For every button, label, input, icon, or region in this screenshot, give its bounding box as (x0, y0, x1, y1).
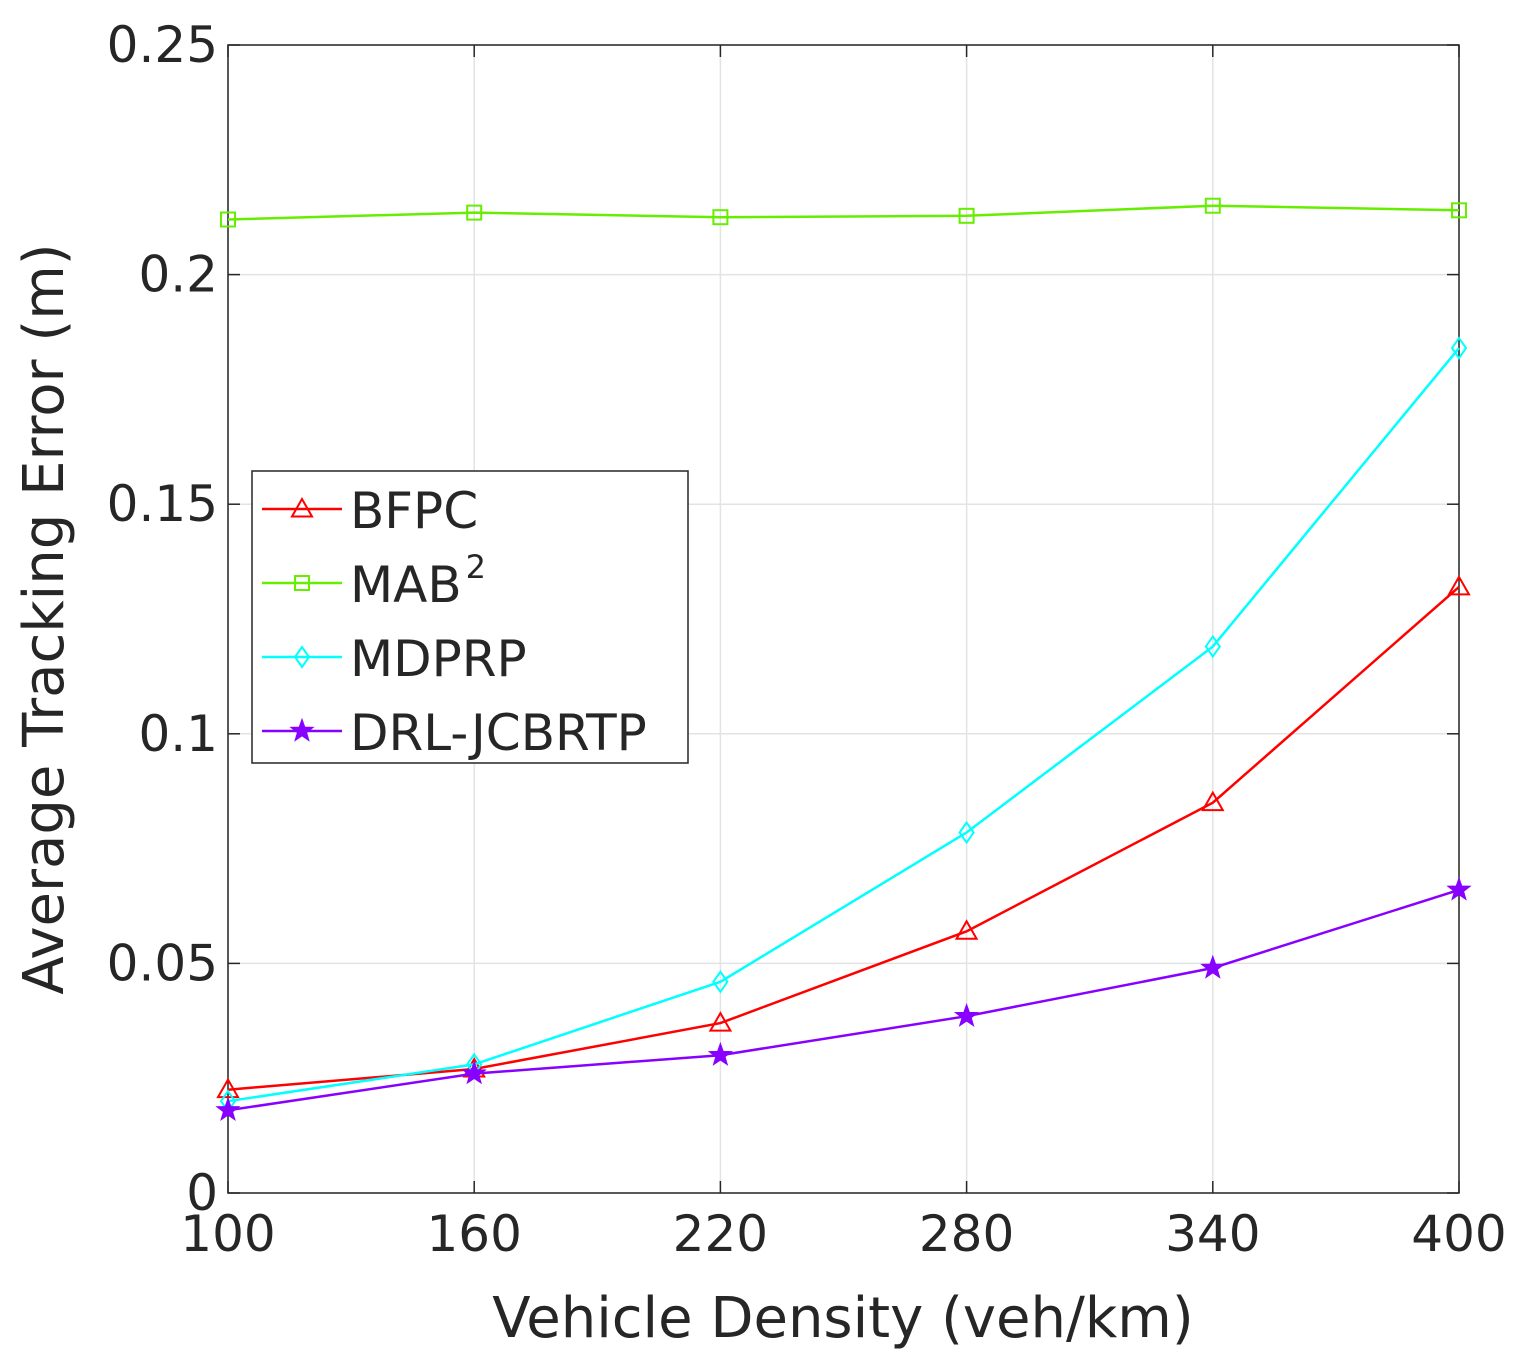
y-tick-label: 0.2 (138, 246, 218, 304)
x-tick-label: 340 (1165, 1205, 1260, 1263)
legend-item-drl-jcbrtp: DRL-JCBRTP (262, 704, 647, 762)
data-point-mdprp (958, 820, 975, 845)
x-tick-label: 280 (919, 1205, 1014, 1263)
y-axis-title: Average Tracking Error (m) (12, 243, 77, 994)
data-point-mdprp (712, 970, 729, 994)
series-line-bfpc (227, 585, 1460, 1091)
data-point-mdprp (1450, 336, 1468, 360)
x-tick-label: 220 (673, 1205, 768, 1263)
data-point-mab2 (220, 211, 236, 228)
series-mab2 (220, 197, 1467, 228)
x-tick-label: 400 (1411, 1205, 1506, 1263)
legend-marker-drl-jcbrtp (289, 717, 315, 742)
legend-label-bfpc: BFPC (350, 482, 478, 540)
data-point-drl-jcbrtp (461, 1060, 487, 1085)
y-tick-label: 0.15 (107, 475, 218, 533)
legend-marker-bfpc (290, 496, 314, 518)
series-line-mdprp (227, 347, 1460, 1103)
legend-marker-mab2 (294, 575, 310, 591)
legend-box (251, 470, 689, 764)
series-line-drl-jcbrtp (227, 888, 1460, 1112)
series-group (215, 197, 1472, 1121)
legend-superscript: 2 (466, 548, 486, 586)
legend-item-bfpc: BFPC (262, 482, 478, 540)
x-tick-label: 160 (426, 1205, 521, 1263)
data-point-mab2 (712, 209, 729, 226)
series-bfpc (216, 574, 1471, 1099)
data-point-bfpc (1447, 574, 1471, 596)
y-tick-label: 0.05 (107, 934, 218, 992)
y-tick-label: 0.1 (138, 705, 218, 763)
series-drl-jcbrtp (215, 876, 1472, 1121)
series-line-mab2 (227, 204, 1460, 221)
x-tick-label: 100 (180, 1205, 275, 1263)
y-tick-label: 0 (186, 1164, 218, 1222)
data-point-mab2 (958, 207, 975, 224)
data-point-drl-jcbrtp (707, 1041, 734, 1066)
axis-ticks: 100 160 220 280 340 400 0 0.05 0.1 0.15 0.2 0.25 (107, 16, 1507, 1263)
legend-label-mdprp: MDPRP (350, 630, 527, 688)
data-point-drl-jcbrtp (1200, 954, 1226, 979)
data-point-bfpc (708, 1011, 733, 1032)
y-tick-label: 0.25 (107, 16, 218, 74)
data-point-drl-jcbrtp (1446, 876, 1472, 901)
data-point-bfpc (1201, 790, 1225, 812)
legend-item-mdprp: MDPRP (262, 630, 527, 688)
data-point-drl-jcbrtp (215, 1097, 241, 1121)
plot-area (227, 44, 1460, 1194)
data-point-drl-jcbrtp (953, 1002, 980, 1027)
legend-label-drl-jcbrtp: DRL-JCBRTP (350, 704, 647, 762)
x-axis-title: Vehicle Density (veh/km) (492, 1286, 1193, 1351)
data-point-mdprp (1204, 634, 1222, 659)
legend-marker-mdprp (293, 645, 311, 669)
data-point-mab2 (1204, 197, 1221, 214)
data-point-mab2 (466, 204, 483, 221)
data-point-bfpc (954, 919, 979, 940)
data-point-mab2 (1451, 202, 1467, 219)
